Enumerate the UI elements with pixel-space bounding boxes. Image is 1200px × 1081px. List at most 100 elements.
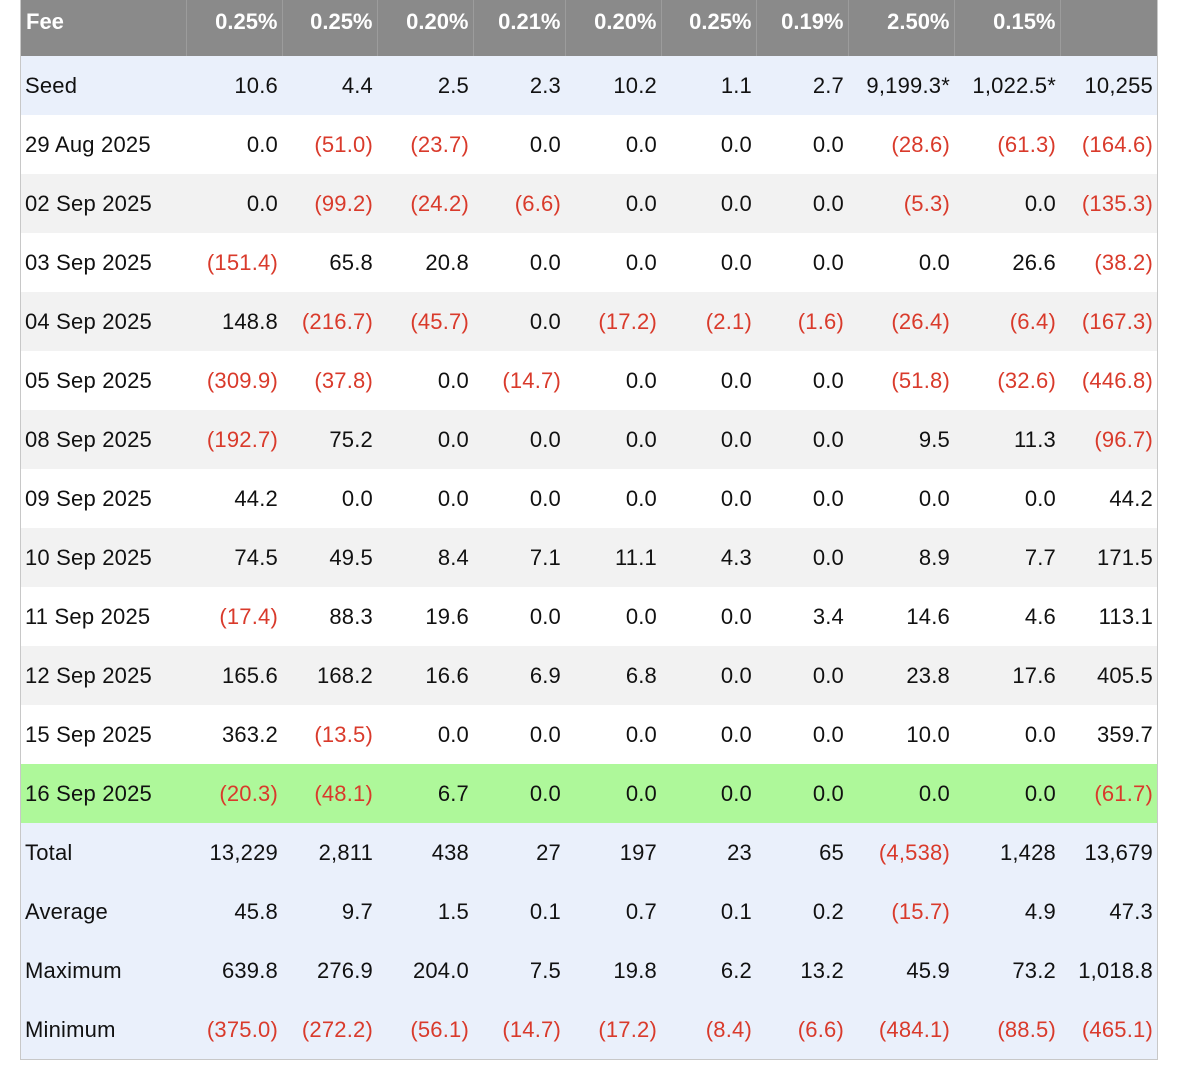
row-label: 15 Sep 2025: [21, 705, 186, 764]
table-cell: 0.0: [473, 469, 565, 528]
table-cell: 0.0: [565, 233, 661, 292]
table-cell: (23.7): [377, 115, 473, 174]
table-cell: 0.0: [756, 528, 848, 587]
row-label: Total: [21, 823, 186, 882]
table-cell: (17.2): [565, 1000, 661, 1059]
row-label: 09 Sep 2025: [21, 469, 186, 528]
table-cell: 0.0: [377, 410, 473, 469]
table-cell: 0.0: [661, 469, 756, 528]
table-cell: 19.8: [565, 941, 661, 1000]
table-cell: (375.0): [186, 1000, 282, 1059]
row-label: 05 Sep 2025: [21, 351, 186, 410]
table-cell: 0.0: [954, 174, 1060, 233]
table-cell: (56.1): [377, 1000, 473, 1059]
table-cell: 10,255: [1060, 56, 1157, 115]
table-cell: (446.8): [1060, 351, 1157, 410]
table-cell: 0.0: [565, 410, 661, 469]
table-cell: 276.9: [282, 941, 377, 1000]
table-cell: 148.8: [186, 292, 282, 351]
table-cell: 0.0: [661, 174, 756, 233]
table-cell: 88.3: [282, 587, 377, 646]
table-cell: (164.6): [1060, 115, 1157, 174]
table-cell: 0.0: [565, 587, 661, 646]
table-cell: 4.4: [282, 56, 377, 115]
table-cell: 0.0: [186, 115, 282, 174]
table-cell: 7.5: [473, 941, 565, 1000]
table-cell: 0.0: [661, 233, 756, 292]
table-cell: 8.4: [377, 528, 473, 587]
summary-row: Maximum 639.8 276.9 204.0 7.5 19.8 6.2 13.2 45.9…: [21, 941, 1157, 1000]
table-cell: 1,022.5*: [954, 56, 1060, 115]
header-fee-rate-5: 0.20%: [565, 0, 662, 56]
table-cell: 23: [661, 823, 756, 882]
table-cell: 0.0: [377, 705, 473, 764]
table-cell: 2.7: [756, 56, 848, 115]
table-cell: 0.0: [565, 115, 661, 174]
table-cell: 13,229: [186, 823, 282, 882]
table-cell: 6.7: [377, 764, 473, 823]
table-cell: 9.5: [848, 410, 954, 469]
table-row: 11 Sep 2025 (17.4) 88.3 19.6 0.0 0.0 0.0 3.4 14.…: [21, 587, 1157, 646]
table-cell: 0.0: [661, 646, 756, 705]
table-cell: 27: [473, 823, 565, 882]
table-cell: 19.6: [377, 587, 473, 646]
table-cell: 2.5: [377, 56, 473, 115]
table-cell: 0.0: [661, 115, 756, 174]
table-cell: 8.9: [848, 528, 954, 587]
summary-row: Average 45.8 9.7 1.5 0.1 0.7 0.1 0.2 (15.7) 4.9 47…: [21, 882, 1157, 941]
table-cell: (4,538): [848, 823, 954, 882]
table-cell: 0.0: [473, 233, 565, 292]
table-cell: (61.3): [954, 115, 1060, 174]
table-body: Seed 10.6 4.4 2.5 2.3 10.2 1.1 2.7 9,199.3* 1,022…: [21, 56, 1157, 1059]
table-cell: 3.4: [756, 587, 848, 646]
row-label: 10 Sep 2025: [21, 528, 186, 587]
table-cell: 0.0: [377, 351, 473, 410]
table-cell: 1.1: [661, 56, 756, 115]
summary-row: Total 13,229 2,811 438 27 197 23 65 (4,538) 1,428…: [21, 823, 1157, 882]
table-cell: (8.4): [661, 1000, 756, 1059]
table-cell: 168.2: [282, 646, 377, 705]
table-cell: 0.0: [954, 705, 1060, 764]
table-cell: (167.3): [1060, 292, 1157, 351]
seed-row: Seed 10.6 4.4 2.5 2.3 10.2 1.1 2.7 9,199.3* 1,022…: [21, 56, 1157, 115]
table-cell: 0.0: [848, 469, 954, 528]
table-cell: 11.1: [565, 528, 661, 587]
table-cell: 0.0: [473, 705, 565, 764]
table-cell: 65.8: [282, 233, 377, 292]
table-cell: 2.3: [473, 56, 565, 115]
table-cell: (14.7): [473, 1000, 565, 1059]
header-row: Fee 0.25% 0.25% 0.20% 0.21% 0.20% 0.25% 0.19% 2.…: [21, 0, 1157, 56]
table-cell: 0.0: [848, 233, 954, 292]
row-label: 08 Sep 2025: [21, 410, 186, 469]
row-label: Average: [21, 882, 186, 941]
table-cell: 6.8: [565, 646, 661, 705]
table-cell: (17.4): [186, 587, 282, 646]
table-cell: 165.6: [186, 646, 282, 705]
table-row: 03 Sep 2025 (151.4) 65.8 20.8 0.0 0.0 0.0 0.0 0.…: [21, 233, 1157, 292]
table-cell: 363.2: [186, 705, 282, 764]
table-cell: 7.7: [954, 528, 1060, 587]
table-cell: (37.8): [282, 351, 377, 410]
table-cell: (28.6): [848, 115, 954, 174]
table-cell: 65: [756, 823, 848, 882]
table-cell: 0.0: [565, 351, 661, 410]
table-cell: (151.4): [186, 233, 282, 292]
table-header: Fee 0.25% 0.25% 0.20% 0.21% 0.20% 0.25% 0.19% 2.…: [21, 0, 1157, 56]
table-cell: (2.1): [661, 292, 756, 351]
table-cell: 73.2: [954, 941, 1060, 1000]
header-fee-rate-7: 0.19%: [756, 0, 849, 56]
table-row: 09 Sep 2025 44.2 0.0 0.0 0.0 0.0 0.0 0.0 0.0 0.0 4…: [21, 469, 1157, 528]
table-row: 04 Sep 2025 148.8 (216.7) (45.7) 0.0 (17.2) (2…: [21, 292, 1157, 351]
table-cell: 49.5: [282, 528, 377, 587]
table-cell: 45.9: [848, 941, 954, 1000]
table-cell: (45.7): [377, 292, 473, 351]
table-row: 12 Sep 2025 165.6 168.2 16.6 6.9 6.8 0.0 0.0 23.…: [21, 646, 1157, 705]
header-fee-rate-8: 2.50%: [848, 0, 955, 56]
fee-table-container: Fee 0.25% 0.25% 0.20% 0.21% 0.20% 0.25% 0.19% 2.…: [20, 0, 1158, 1060]
table-cell: 13,679: [1060, 823, 1157, 882]
table-cell: 0.0: [661, 587, 756, 646]
table-cell: 0.0: [954, 764, 1060, 823]
table-cell: 438: [377, 823, 473, 882]
table-cell: 17.6: [954, 646, 1060, 705]
table-cell: 4.3: [661, 528, 756, 587]
